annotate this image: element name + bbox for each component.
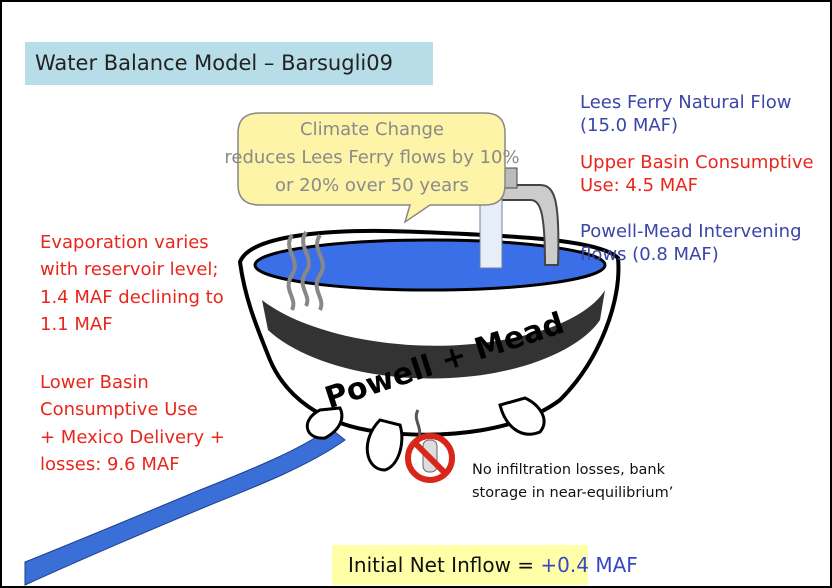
note-line: Upper Basin Consumptive — [580, 152, 814, 173]
infiltration-note: No infiltration losses, bank — [472, 462, 666, 478]
net-inflow-label: Initial Net Inflow = — [348, 553, 540, 577]
note-line: losses: 9.6 MAF — [40, 454, 180, 475]
note-line: Powell-Mead Intervening — [580, 221, 802, 242]
faucet-water — [479, 197, 503, 269]
infiltration-note: storage in near-equilibrium’ — [472, 485, 673, 501]
net-inflow-value: +0.4 MAF — [540, 553, 637, 577]
note-line: flows (0.8 MAF) — [580, 244, 719, 265]
note-line: + Mexico Delivery + — [40, 427, 225, 448]
steam — [286, 230, 325, 311]
net-inflow-box — [332, 545, 588, 585]
tub-water — [253, 238, 607, 292]
faucet — [477, 167, 560, 269]
note-line: with reservoir level; — [40, 259, 219, 280]
tub-feet — [306, 396, 546, 472]
callout-line: Climate Change — [300, 119, 444, 140]
note-line: Use: 4.5 MAF — [580, 175, 698, 196]
note-line: (15.0 MAF) — [580, 115, 678, 136]
callout-line: or 20% over 50 years — [275, 175, 469, 196]
title: Water Balance Model – Barsugli09 — [35, 51, 393, 75]
note-line: Consumptive Use — [40, 399, 198, 420]
note-line: Evaporation varies — [40, 232, 209, 253]
note-line: Lees Ferry Natural Flow — [580, 92, 791, 113]
note-line: Lower Basin — [40, 372, 149, 393]
note-line: 1.1 MAF — [40, 314, 113, 335]
net-inflow: Initial Net Inflow = +0.4 MAF — [348, 553, 638, 577]
callout-line: reduces Lees Ferry flows by 10% — [224, 147, 519, 168]
tub-shading — [262, 290, 605, 379]
outflow-stream — [24, 427, 346, 586]
note-line: 1.4 MAF declining to — [40, 287, 224, 308]
title-box — [25, 42, 433, 85]
callout-bubble — [237, 112, 506, 224]
no-infiltration-sign — [405, 409, 455, 483]
